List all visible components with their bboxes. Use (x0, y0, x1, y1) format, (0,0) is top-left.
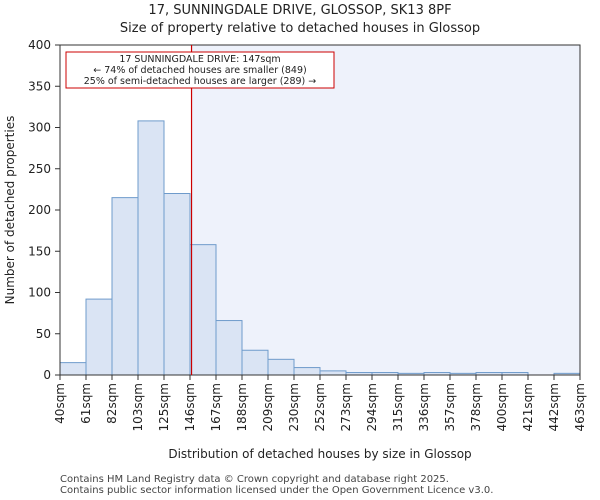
x-tick-label: 146sqm (183, 383, 197, 431)
bar-61sqm (85, 298, 113, 376)
y-tick-label: 350 (28, 79, 51, 93)
y-tick-label: 100 (28, 286, 51, 300)
y-tick-label: 250 (28, 162, 51, 176)
annotation-line-1: 17 SUNNINGDALE DRIVE: 147sqm (119, 54, 280, 65)
chart-title: 17, SUNNINGDALE DRIVE, GLOSSOP, SK13 8PF (148, 3, 452, 18)
bar-40sqm (59, 362, 87, 376)
x-tick-label: 188sqm (235, 383, 249, 431)
x-tick-label: 357sqm (443, 383, 457, 431)
x-tick-label: 230sqm (287, 383, 301, 431)
x-tick-label: 442sqm (547, 383, 561, 431)
x-tick-label: 82sqm (105, 383, 119, 424)
bar-188sqm (241, 349, 269, 376)
x-tick-label: 463sqm (573, 383, 587, 431)
x-tick-label: 167sqm (209, 383, 223, 431)
bar-230sqm (293, 367, 321, 376)
annotation-line-2: ← 74% of detached houses are smaller (84… (93, 65, 306, 76)
x-tick-label: 378sqm (469, 383, 483, 431)
x-tick-label: 103sqm (131, 383, 145, 431)
bar-82sqm (111, 197, 139, 376)
annotation-line-3: 25% of semi-detached houses are larger (… (84, 76, 317, 87)
x-tick-label: 61sqm (79, 383, 93, 424)
highlight-region (191, 45, 581, 375)
x-axis-label: Distribution of detached houses by size … (168, 447, 471, 461)
y-tick-label: 50 (36, 327, 51, 341)
chart-subtitle: Size of property relative to detached ho… (119, 21, 481, 36)
x-tick-label: 125sqm (157, 383, 171, 431)
bar-125sqm (163, 193, 191, 376)
y-tick-label: 150 (28, 244, 51, 258)
bar-167sqm (215, 320, 243, 376)
x-tick-label: 400sqm (495, 383, 509, 431)
x-tick-label: 315sqm (391, 383, 405, 431)
x-tick-label: 252sqm (313, 383, 327, 431)
x-tick-label: 336sqm (417, 383, 431, 431)
x-tick-label: 421sqm (521, 383, 535, 431)
histogram-chart: 0 50 100 150 200 250 300 350 400 40sqm 61sqm 82sqm 1… (3, 38, 587, 461)
footer-copyright: Contains HM Land Registry data © Crown c… (60, 474, 449, 485)
annotation-box (65, 51, 335, 89)
x-tick-label: 294sqm (365, 383, 379, 431)
x-tick-label: 40sqm (53, 383, 67, 424)
y-tick-label: 0 (43, 368, 51, 382)
y-tick-label: 400 (28, 38, 51, 52)
y-tick-label: 300 (28, 121, 51, 135)
bar-146sqm (189, 244, 217, 376)
x-tick-label: 209sqm (261, 383, 275, 431)
footer-licence: Contains public sector information licen… (60, 485, 494, 496)
bar-103sqm (137, 120, 165, 376)
bar-209sqm (267, 358, 295, 376)
y-tick-label: 200 (28, 203, 51, 217)
y-axis-label: Number of detached properties (3, 116, 17, 305)
bar-252sqm (319, 370, 347, 376)
x-tick-label: 273sqm (339, 383, 353, 431)
